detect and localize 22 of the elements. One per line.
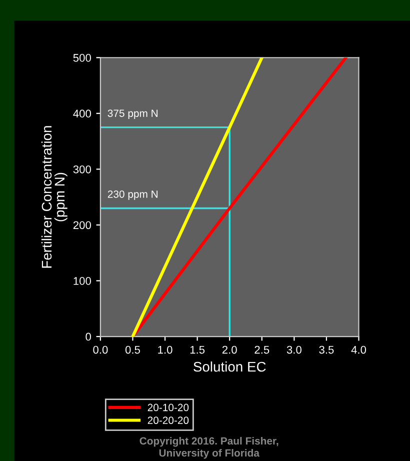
x-axis-title: Solution EC <box>194 361 266 372</box>
x-tick-label: 4.0 <box>351 346 366 354</box>
y-tick-label: 400 <box>73 110 91 118</box>
x-tick-label: 1.5 <box>190 346 205 354</box>
y-tick-label: 500 <box>73 54 91 62</box>
y-tick-label: 200 <box>73 221 91 230</box>
y-tick-label: 0 <box>86 332 91 341</box>
annotation: 375 ppm N <box>108 110 158 120</box>
annotation: 230 ppm N <box>108 190 158 200</box>
x-tick-label: 0.0 <box>93 346 108 354</box>
x-tick-label: 3.5 <box>319 346 334 354</box>
y-tick-label: 100 <box>74 277 91 285</box>
x-tick-label: 0.5 <box>125 346 140 354</box>
x-tick-label: 1.0 <box>158 346 172 354</box>
x-tick-label: 3.0 <box>286 346 302 354</box>
y-axis-title: Fertilizer Concentration (ppm N) <box>41 126 68 268</box>
x-tick-label: 2.0 <box>222 346 237 354</box>
legend-label: 20-10-20 <box>148 404 189 412</box>
text: Copyright 2016. Paul Fisher, University of Florida <box>140 436 278 459</box>
legend-label: 20-20-20 <box>148 416 189 424</box>
y-tick-label: 300 <box>73 165 91 174</box>
x-tick-label: 2.5 <box>254 346 270 354</box>
